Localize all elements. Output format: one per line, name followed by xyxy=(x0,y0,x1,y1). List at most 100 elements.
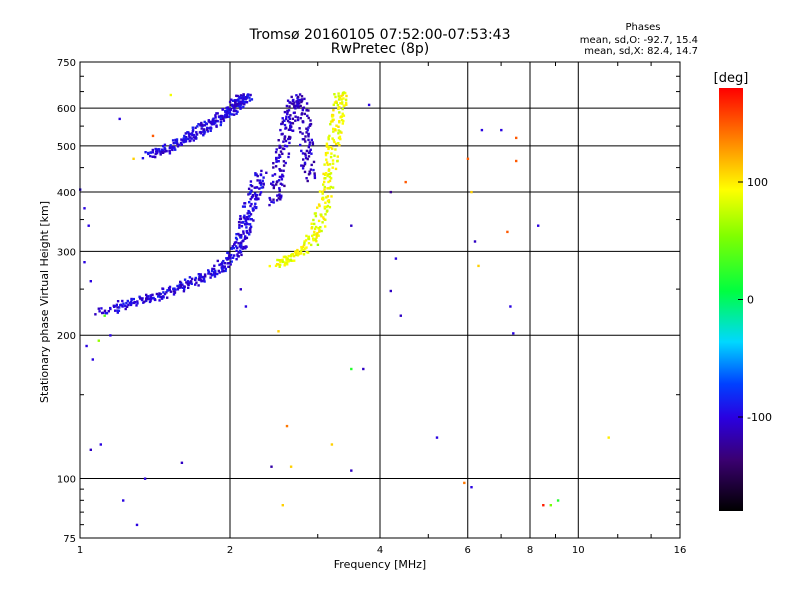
echo-point xyxy=(324,153,328,157)
echo-point xyxy=(281,173,284,176)
echo-point xyxy=(258,179,262,182)
echo-point xyxy=(309,148,312,151)
echo-point xyxy=(158,299,161,302)
echo-point xyxy=(303,163,307,166)
echo-point xyxy=(336,155,339,158)
echo-point xyxy=(181,283,184,286)
echo-point xyxy=(133,301,137,304)
echo-point xyxy=(435,436,439,439)
echo-point xyxy=(183,278,187,281)
echo-point xyxy=(289,128,292,131)
echo-point xyxy=(211,274,214,277)
echo-point xyxy=(278,168,281,171)
echo-point xyxy=(477,264,480,268)
echo-point xyxy=(199,275,203,278)
echo-point xyxy=(248,223,252,226)
echo-point xyxy=(328,172,331,176)
echo-point xyxy=(190,282,193,285)
echo-point xyxy=(316,206,319,209)
echo-point xyxy=(191,134,194,137)
echo-point xyxy=(321,221,324,224)
echo-point xyxy=(310,222,313,225)
echo-point xyxy=(318,204,321,208)
echo-point xyxy=(279,182,282,185)
echo-point xyxy=(290,102,293,105)
phase-stats-heading: Phases xyxy=(625,22,660,33)
echo-point xyxy=(272,162,275,165)
y-tick-label: 500 xyxy=(57,142,76,153)
echo-point xyxy=(219,123,222,127)
echo-point xyxy=(300,95,304,98)
echo-point xyxy=(286,109,289,113)
echo-point xyxy=(216,112,219,115)
echo-point xyxy=(247,217,250,221)
echo-point xyxy=(151,155,154,158)
echo-point xyxy=(194,283,197,286)
echo-point xyxy=(334,142,338,146)
echo-point xyxy=(283,147,286,151)
echo-point xyxy=(197,123,200,126)
echo-point xyxy=(248,96,251,99)
echo-point xyxy=(171,145,174,149)
echo-point xyxy=(228,100,232,104)
echo-point xyxy=(248,192,252,195)
echo-point xyxy=(102,311,105,314)
y-axis-label: Stationary phase Virtual Height [km] xyxy=(38,201,51,403)
echo-point xyxy=(212,117,215,120)
echo-point xyxy=(278,187,281,190)
echo-point xyxy=(233,109,236,113)
echo-point xyxy=(292,252,295,256)
echo-point xyxy=(311,141,314,144)
plot-frame xyxy=(79,61,681,539)
echo-point xyxy=(336,160,339,163)
echo-point xyxy=(271,174,274,177)
echo-point xyxy=(237,251,240,254)
echo-point xyxy=(175,138,179,141)
echo-point xyxy=(118,306,121,309)
echo-point xyxy=(301,132,304,135)
echo-point xyxy=(278,146,281,149)
echo-point xyxy=(190,137,193,140)
echo-point xyxy=(299,130,302,134)
echo-point xyxy=(324,213,327,216)
echo-point xyxy=(337,98,341,101)
echo-point xyxy=(279,175,283,179)
echo-point xyxy=(310,138,313,142)
echo-point xyxy=(245,226,248,229)
echo-point xyxy=(326,187,329,190)
echo-point xyxy=(261,186,265,189)
echo-point xyxy=(250,202,253,206)
echo-point xyxy=(394,257,398,260)
echo-point xyxy=(303,242,306,245)
echo-point xyxy=(307,173,311,176)
echo-point xyxy=(212,272,215,275)
echo-point xyxy=(248,201,251,204)
echo-point xyxy=(315,236,318,239)
echo-point xyxy=(331,186,335,189)
echo-point xyxy=(234,99,237,102)
echo-point xyxy=(248,214,251,218)
echo-point xyxy=(231,256,235,259)
echo-point xyxy=(230,247,233,250)
echo-point xyxy=(140,298,144,302)
echo-point xyxy=(282,160,286,163)
echo-point xyxy=(337,95,340,98)
echo-point xyxy=(607,436,610,439)
echo-point xyxy=(231,104,235,107)
echo-point xyxy=(277,197,280,200)
echo-point xyxy=(125,301,128,305)
echo-point xyxy=(89,280,92,283)
echo-point xyxy=(344,91,347,95)
echo-point xyxy=(287,109,291,112)
echo-point xyxy=(301,245,305,248)
echo-point xyxy=(184,140,188,143)
echo-point xyxy=(287,259,291,262)
echo-point xyxy=(292,111,296,115)
echo-point xyxy=(197,284,200,287)
echo-point xyxy=(239,233,243,237)
echo-point xyxy=(277,156,280,159)
echo-point xyxy=(176,145,180,148)
echo-point xyxy=(190,280,193,283)
echo-point xyxy=(212,122,215,126)
echo-point xyxy=(301,167,305,170)
